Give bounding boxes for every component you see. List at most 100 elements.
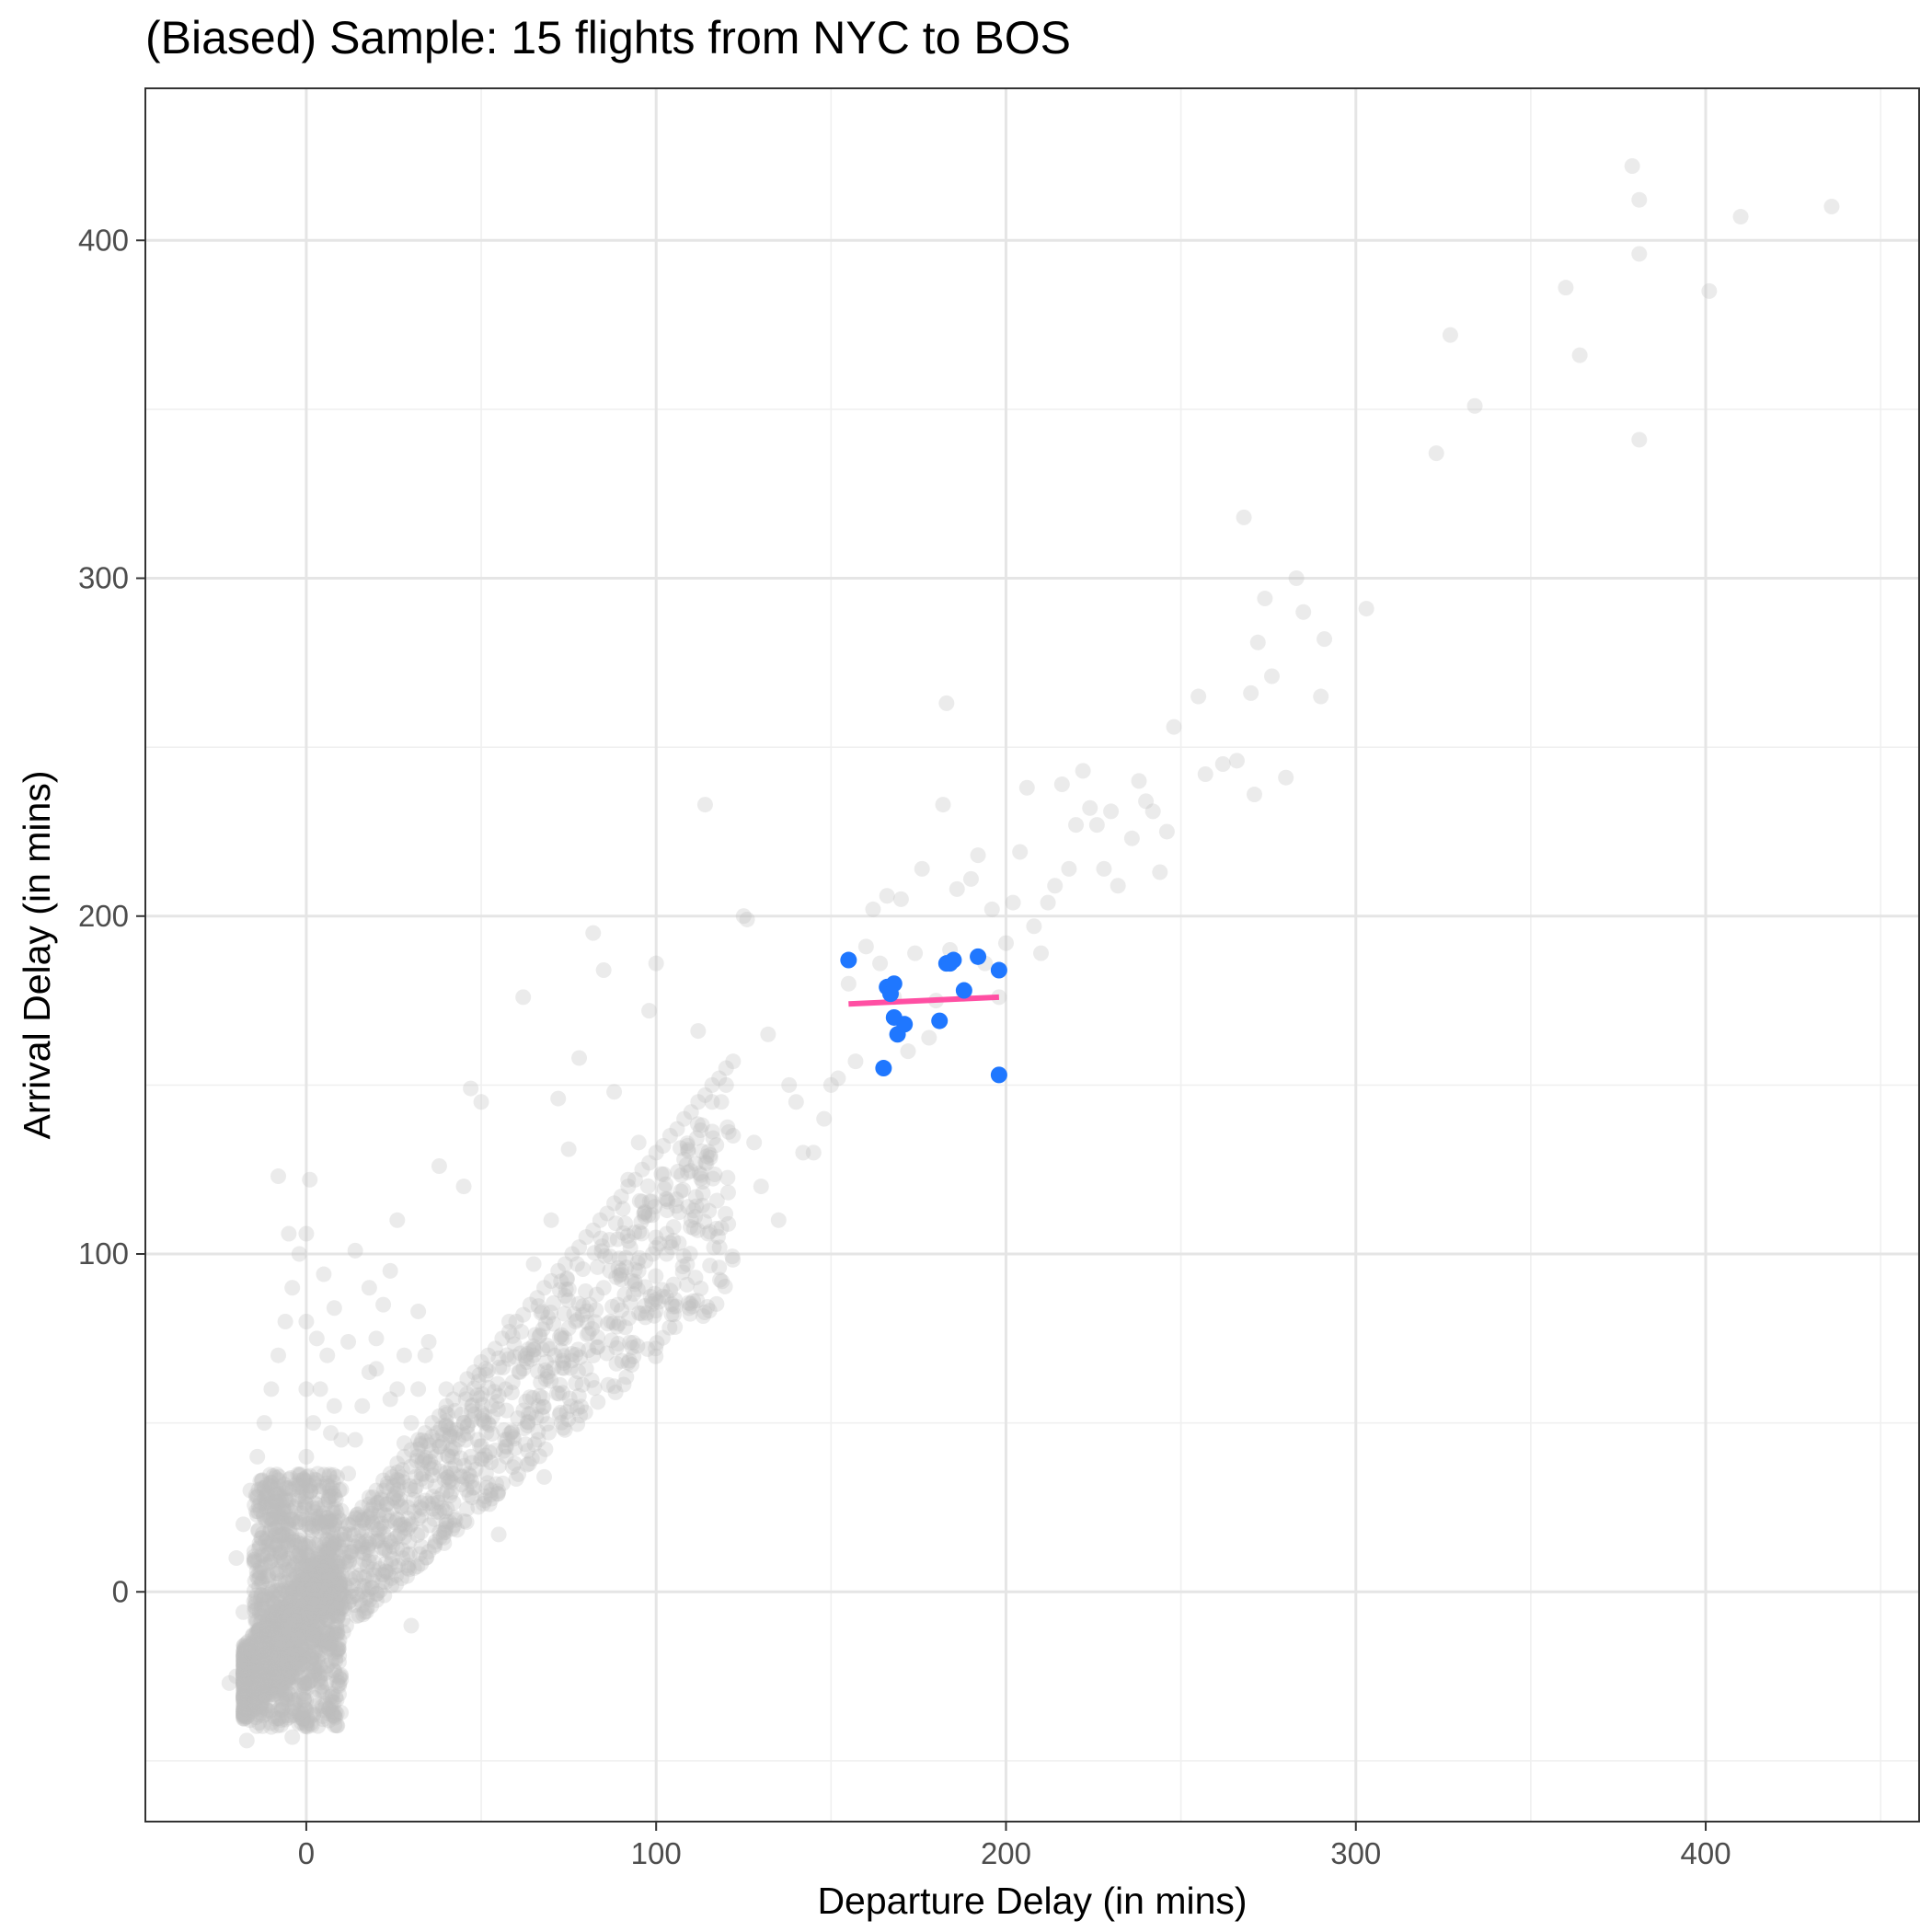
population-point	[263, 1605, 280, 1622]
population-point	[237, 1644, 254, 1661]
population-point	[409, 1441, 426, 1457]
population-point	[278, 1619, 294, 1636]
population-point	[238, 1644, 255, 1661]
population-point	[256, 1601, 272, 1617]
population-point	[274, 1654, 291, 1671]
population-point	[261, 1554, 278, 1570]
population-point	[540, 1309, 557, 1326]
population-point	[251, 1564, 268, 1581]
population-point	[609, 1296, 626, 1313]
population-point	[239, 1651, 256, 1668]
population-point	[318, 1602, 335, 1618]
population-point	[263, 1609, 280, 1626]
population-point	[389, 1512, 406, 1528]
population-point	[277, 1622, 293, 1639]
population-point	[245, 1627, 261, 1644]
population-point	[512, 1345, 529, 1362]
population-point	[378, 1563, 395, 1580]
population-point	[519, 1456, 535, 1473]
population-point	[274, 1526, 291, 1543]
population-point	[327, 1591, 343, 1607]
population-point	[362, 1535, 378, 1552]
population-point	[236, 1683, 253, 1699]
population-point	[236, 1652, 252, 1669]
population-point	[270, 1575, 287, 1592]
population-point	[681, 1300, 697, 1317]
population-point	[454, 1477, 470, 1493]
population-point	[484, 1409, 500, 1425]
population-point	[241, 1642, 258, 1659]
population-point	[250, 1622, 267, 1639]
population-point	[317, 1559, 334, 1576]
population-point	[253, 1653, 270, 1670]
population-point	[329, 1554, 346, 1570]
population-point	[389, 1528, 406, 1545]
population-point	[256, 1617, 272, 1634]
population-point	[288, 1598, 305, 1615]
population-point	[330, 1653, 347, 1670]
population-point	[256, 1479, 272, 1496]
population-point	[246, 1684, 262, 1700]
population-point	[557, 1421, 573, 1438]
population-point	[265, 1624, 282, 1640]
population-point	[1732, 209, 1749, 225]
population-point	[438, 1418, 454, 1434]
population-point	[247, 1651, 264, 1668]
population-point	[1166, 719, 1182, 735]
population-point	[507, 1440, 523, 1456]
population-point	[345, 1527, 362, 1544]
population-point	[377, 1555, 394, 1571]
population-point	[377, 1540, 394, 1557]
population-point	[361, 1581, 377, 1598]
population-point	[236, 1704, 252, 1720]
population-point	[238, 1683, 255, 1699]
population-point	[322, 1513, 339, 1530]
population-point	[455, 1427, 472, 1443]
population-point	[292, 1581, 308, 1598]
population-point	[236, 1681, 253, 1697]
population-point	[253, 1631, 270, 1648]
population-point	[300, 1571, 316, 1588]
population-point	[295, 1604, 312, 1620]
population-point	[249, 1681, 266, 1697]
population-point	[477, 1447, 493, 1464]
population-point	[392, 1490, 408, 1507]
population-point	[426, 1459, 443, 1476]
population-point	[316, 1602, 332, 1618]
population-point	[480, 1415, 497, 1432]
population-point	[243, 1662, 259, 1679]
population-point	[550, 1090, 567, 1107]
population-point	[396, 1529, 412, 1546]
population-point	[273, 1683, 290, 1699]
population-point	[275, 1650, 292, 1666]
population-point	[236, 1643, 252, 1660]
population-point	[504, 1429, 521, 1445]
population-point	[251, 1704, 268, 1720]
population-point	[293, 1616, 309, 1632]
population-point	[314, 1632, 330, 1649]
population-point	[251, 1621, 268, 1638]
fit-line-layer	[848, 994, 1000, 1007]
population-point	[637, 1203, 653, 1220]
x-tick-label: 0	[298, 1836, 315, 1870]
population-point	[316, 1496, 333, 1512]
population-point	[311, 1570, 328, 1586]
population-point	[325, 1596, 341, 1613]
population-point	[261, 1466, 278, 1483]
population-point	[435, 1529, 452, 1546]
population-point	[254, 1608, 270, 1625]
population-point	[246, 1693, 262, 1709]
population-point	[575, 1298, 592, 1315]
population-point	[284, 1571, 301, 1588]
population-point	[585, 1347, 602, 1363]
population-point	[498, 1448, 514, 1465]
population-point	[256, 1686, 272, 1703]
population-point	[394, 1499, 410, 1515]
population-point	[275, 1618, 292, 1635]
population-point	[333, 1432, 350, 1448]
population-point	[250, 1663, 267, 1680]
population-point	[257, 1533, 273, 1549]
population-point	[1082, 799, 1098, 816]
population-point	[388, 1567, 405, 1583]
population-point	[240, 1692, 257, 1708]
